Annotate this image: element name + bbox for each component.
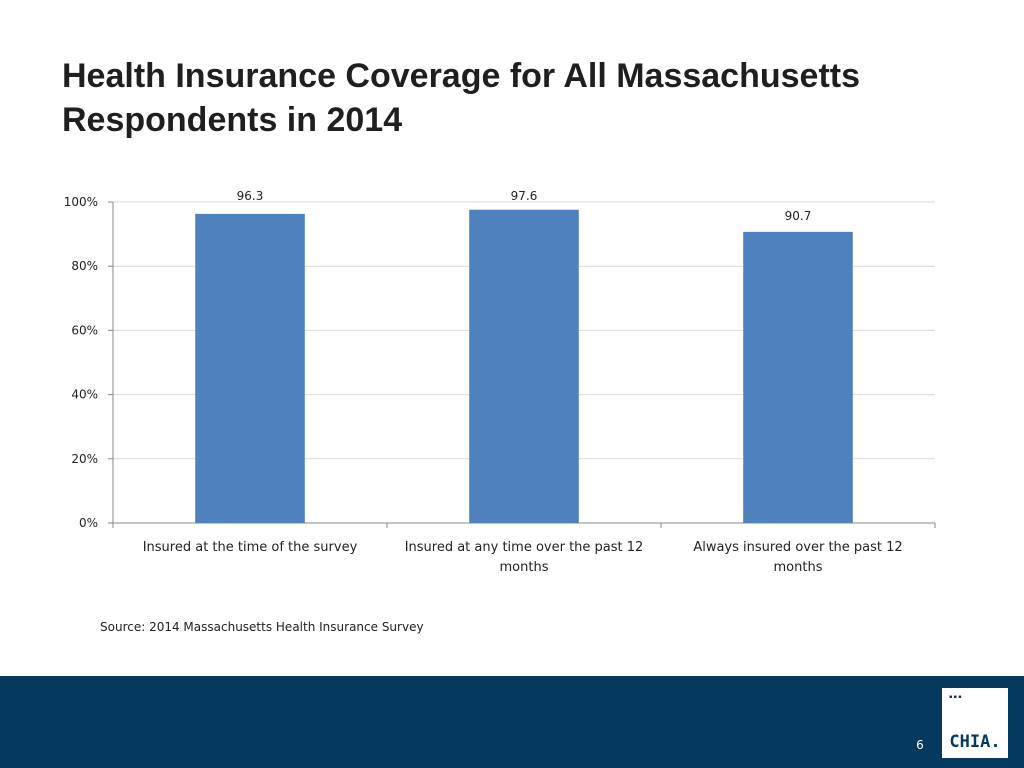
page-number: 6 <box>916 738 924 752</box>
y-tick-label: 80% <box>71 259 98 273</box>
bar <box>743 231 853 523</box>
bar <box>469 209 579 524</box>
chia-logo: ▪▪▪ CHIA. <box>942 688 1008 758</box>
data-label: 97.6 <box>511 189 538 203</box>
y-tick-label: 0% <box>79 516 98 530</box>
bar <box>195 213 305 523</box>
data-label: 96.3 <box>237 189 264 203</box>
y-tick-label: 40% <box>71 388 98 402</box>
data-label: 90.7 <box>785 209 812 223</box>
y-tick-label: 20% <box>71 452 98 466</box>
bar-chart: 0% 20% 40% 60% 80% 100% Insured at the time of… <box>64 189 936 575</box>
y-tick-label: 100% <box>64 195 98 209</box>
y-tick-label: 60% <box>71 323 98 337</box>
category-label: Always insured over the past 12 months <box>693 540 902 575</box>
logo-text: CHIA. <box>949 732 1001 752</box>
category-label: Insured at the time of the survey <box>143 540 358 555</box>
data-labels: 96.3 97.6 90.7 <box>237 189 812 223</box>
footer-band <box>0 676 1024 768</box>
source-note: Source: 2014 Massachusetts Health Insura… <box>100 620 424 634</box>
logo-dots-icon: ▪▪▪ <box>949 692 963 703</box>
bars <box>195 209 853 524</box>
slide-title: Health Insurance Coverage for All Massac… <box>62 57 861 139</box>
category-label: Insured at any time over the past 12 mont… <box>405 540 644 575</box>
